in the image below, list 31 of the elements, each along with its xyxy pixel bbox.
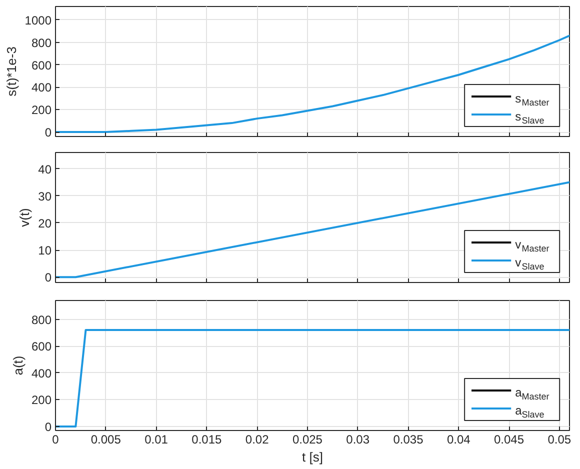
y-axis-title: v(t) bbox=[17, 208, 32, 227]
x-tick-label: 0.05 bbox=[548, 432, 572, 446]
y-tick-label: 20 bbox=[38, 216, 52, 230]
y-tick-label: 400 bbox=[31, 80, 52, 95]
x-tick-label: 0.025 bbox=[292, 432, 323, 446]
y-axis-title: s(t)*1e-3 bbox=[4, 46, 19, 96]
y-tick-label: 600 bbox=[31, 340, 52, 354]
x-tick-label: 0.01 bbox=[144, 432, 168, 446]
x-axis-title: t [s] bbox=[302, 450, 323, 464]
y-tick-label: 200 bbox=[31, 393, 52, 408]
y-tick-label: 40 bbox=[38, 162, 52, 176]
y-axis-title: a(t) bbox=[10, 356, 26, 376]
y-tick-label: 30 bbox=[38, 189, 52, 204]
y-tick-label: 1000 bbox=[24, 13, 52, 28]
x-tick-label: 0.02 bbox=[245, 432, 270, 446]
y-tick-label: 0 bbox=[44, 126, 52, 140]
x-tick-label: 0.04 bbox=[446, 432, 471, 446]
x-tick-label: 0.005 bbox=[90, 432, 122, 446]
x-tick-label: 0.015 bbox=[192, 432, 222, 446]
y-tick-label: 0 bbox=[44, 420, 52, 434]
y-tick-label: 10 bbox=[38, 244, 52, 258]
y-tick-label: 400 bbox=[31, 366, 52, 380]
y-tick-label: 800 bbox=[31, 312, 52, 327]
y-tick-label: 0 bbox=[44, 270, 52, 285]
y-tick-label: 800 bbox=[31, 36, 52, 50]
line-series bbox=[56, 34, 570, 134]
x-tick-label: 0.045 bbox=[494, 432, 524, 446]
x-tick-label: 0.03 bbox=[346, 432, 370, 446]
x-tick-label: 0.035 bbox=[393, 432, 424, 446]
y-tick-label: 600 bbox=[31, 58, 52, 72]
y-tick-label: 200 bbox=[31, 103, 52, 118]
